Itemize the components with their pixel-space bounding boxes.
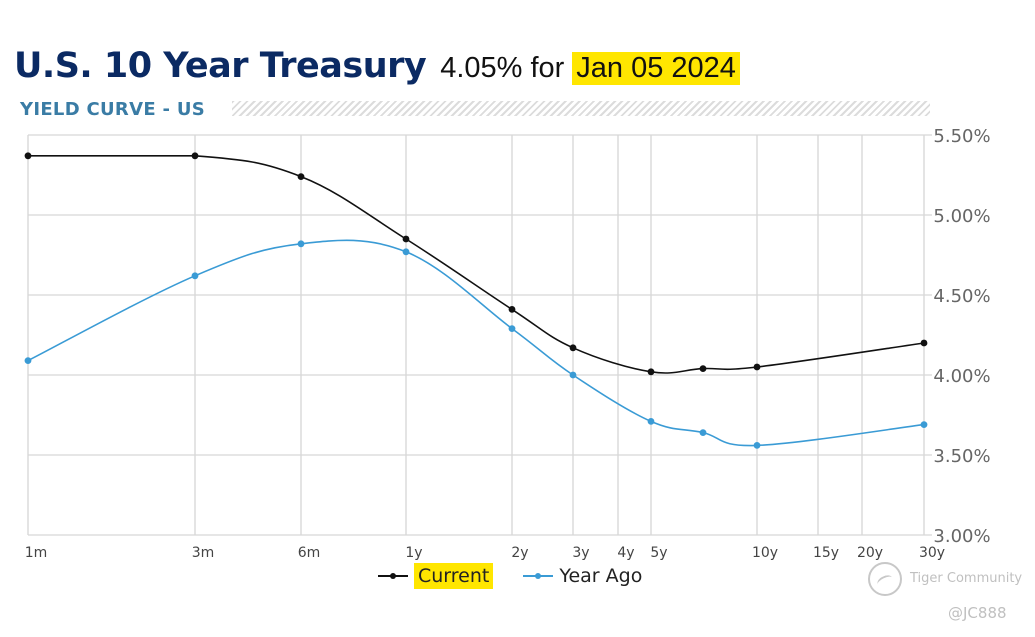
legend-swatch-current — [378, 573, 408, 579]
x-tick-label: 6m — [298, 545, 321, 561]
x-tick-label: 30y — [919, 545, 945, 561]
y-tick-label: 3.50% — [933, 446, 990, 467]
legend-label-current: Current — [414, 563, 494, 589]
watermark-handle: @JC888 — [948, 604, 1007, 622]
data-point-year-ago — [699, 429, 707, 436]
data-point-year-ago — [297, 240, 305, 248]
y-tick-label: 5.00% — [933, 206, 990, 227]
watermark-brand: Tiger Community — [910, 571, 1023, 586]
y-tick-label: 5.50% — [933, 126, 990, 147]
x-tick-label: 5y — [650, 545, 667, 561]
data-point-year-ago — [402, 248, 410, 256]
data-point-current — [508, 306, 516, 313]
data-point-current — [699, 365, 707, 372]
x-tick-label: 3y — [572, 545, 589, 561]
x-tick-label: 20y — [857, 545, 883, 561]
legend-item-year-ago[interactable]: Year Ago — [523, 565, 642, 587]
data-point-year-ago — [647, 418, 655, 425]
data-point-year-ago — [24, 357, 32, 364]
tiger-logo-icon — [868, 562, 902, 596]
data-point-current — [753, 363, 761, 371]
data-point-current — [191, 152, 199, 160]
data-point-current — [297, 173, 305, 181]
for-word: for — [530, 52, 565, 84]
current-rate: 4.05% — [440, 52, 523, 84]
title-row: U.S. 10 Year Treasury 4.05% for Jan 05 2… — [14, 46, 740, 86]
data-point-year-ago — [191, 272, 199, 280]
series-line-year-ago — [27, 239, 925, 447]
legend-item-current[interactable]: Current — [378, 563, 494, 589]
x-tick-label: 15y — [813, 545, 839, 561]
legend-swatch-year-ago — [523, 573, 554, 579]
data-point-current — [24, 152, 32, 160]
series-line-current — [28, 154, 925, 374]
data-point-year-ago — [920, 421, 928, 428]
x-tick-label: 10y — [752, 545, 778, 561]
data-point-current — [402, 235, 410, 243]
hatched-divider — [232, 101, 930, 116]
page-title: U.S. 10 Year Treasury — [14, 46, 427, 86]
highlighted-date: Jan 05 2024 — [572, 52, 740, 85]
y-tick-label: 4.00% — [933, 366, 990, 387]
data-point-year-ago — [753, 442, 761, 449]
data-point-current — [920, 339, 928, 347]
data-point-year-ago — [569, 371, 577, 379]
x-tick-label: 1m — [25, 545, 48, 561]
x-tick-label: 3m — [192, 545, 215, 561]
data-point-current — [569, 344, 577, 352]
data-point-current — [647, 368, 655, 376]
x-tick-label: 1y — [405, 545, 422, 561]
y-tick-label: 3.00% — [933, 526, 990, 547]
data-point-year-ago — [508, 325, 516, 332]
chart-legend: Current Year Ago — [378, 563, 672, 589]
y-tick-label: 4.50% — [933, 286, 990, 307]
x-tick-label: 2y — [511, 545, 528, 561]
legend-label-year-ago: Year Ago — [559, 565, 643, 587]
x-tick-label: 4y — [617, 545, 634, 561]
chart-subtitle: YIELD CURVE - US — [20, 99, 206, 120]
